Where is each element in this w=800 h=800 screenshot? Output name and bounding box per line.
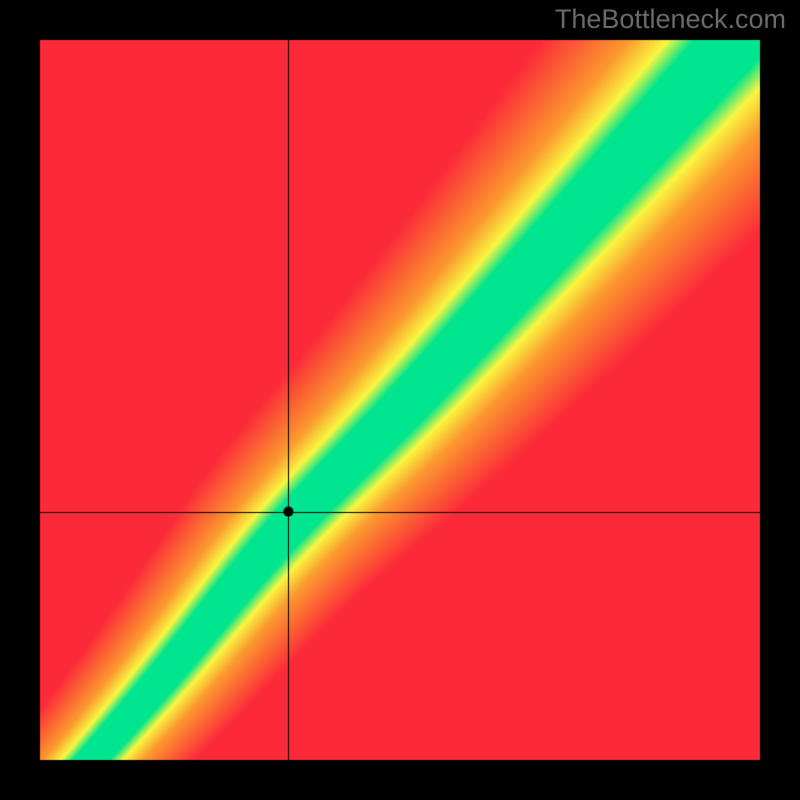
chart-container: TheBottleneck.com [0, 0, 800, 800]
watermark-label: TheBottleneck.com [555, 4, 786, 35]
heatmap-canvas [0, 0, 800, 800]
